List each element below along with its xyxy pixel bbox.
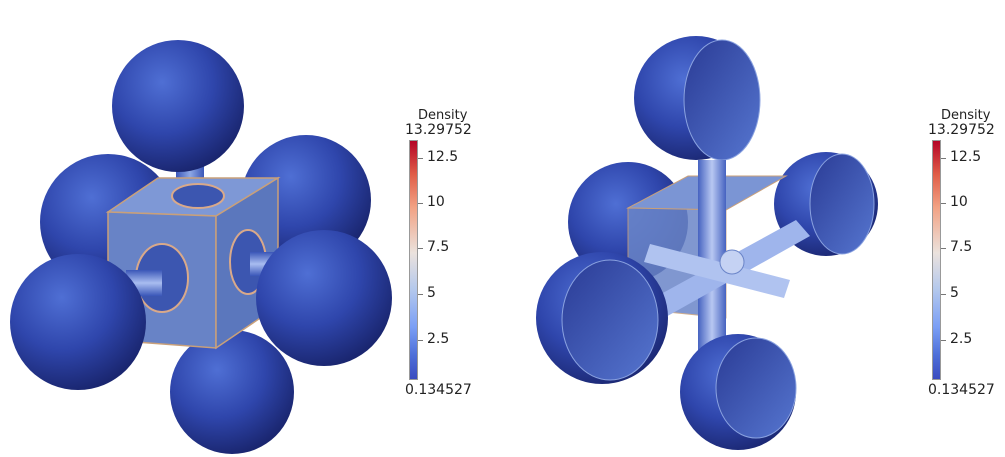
left-density-volume	[10, 40, 392, 454]
colorbar-tick: 5	[950, 285, 959, 301]
colorbar-title: Density	[941, 108, 991, 123]
colorbar-tick: 7.5	[950, 239, 973, 255]
half-sphere-bottom-cut	[715, 337, 797, 439]
cube-top-hole	[171, 183, 225, 209]
colorbar-title: Density	[418, 108, 468, 123]
left-render	[0, 0, 420, 457]
colorbar-tick: 10	[427, 194, 445, 210]
center-node	[719, 249, 745, 275]
colorbar-max-label: 13.29752	[928, 122, 995, 138]
colorbar-gradient	[409, 140, 418, 380]
colorbar-gradient	[932, 140, 941, 380]
half-sphere-right-cut	[809, 153, 875, 255]
colorbar-min-label: 0.134527	[405, 382, 472, 398]
right-colorbar: Density 13.29752 12.5 10 7.5 5 2.5 0.134…	[928, 108, 1005, 408]
colorbar-max-label: 13.29752	[405, 122, 472, 138]
half-sphere-front-left-cut	[561, 259, 659, 381]
sphere-front-right	[256, 230, 392, 366]
sphere-front-left	[10, 254, 146, 390]
sphere-top	[112, 40, 244, 172]
rod-diagonal	[644, 244, 790, 298]
left-colorbar: Density 13.29752 12.5 10 7.5 5 2.5 0.134…	[405, 108, 495, 408]
colorbar-tick: 12.5	[950, 149, 982, 165]
colorbar-tick: 10	[950, 194, 968, 210]
colorbar-tick: 7.5	[427, 239, 450, 255]
colorbar-tick: 12.5	[427, 149, 459, 165]
right-render	[500, 0, 930, 457]
colorbar-tick: 2.5	[427, 331, 450, 347]
sphere-bottom	[170, 330, 294, 454]
half-sphere-top-cut	[683, 39, 761, 161]
colorbar-min-label: 0.134527	[928, 382, 995, 398]
right-density-volume	[536, 36, 878, 450]
colorbar-tick: 5	[427, 285, 436, 301]
colorbar-tick: 2.5	[950, 331, 973, 347]
